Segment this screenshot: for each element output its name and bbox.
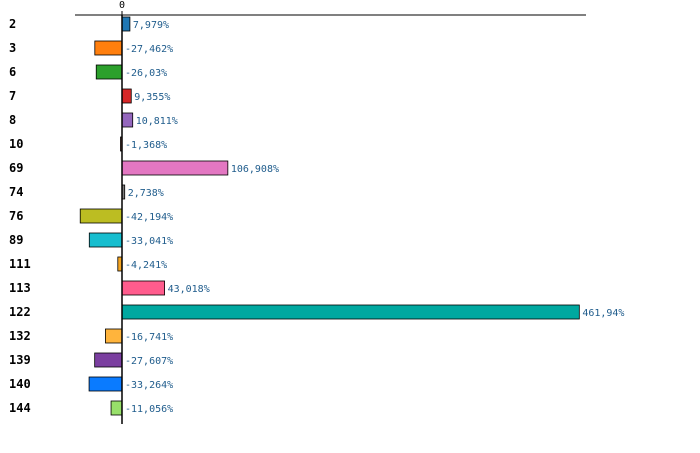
data-label: -4,241% <box>125 260 167 271</box>
bar <box>121 280 165 296</box>
bar <box>95 64 123 80</box>
bar <box>88 232 123 248</box>
data-label: 461,94% <box>582 308 624 319</box>
category-label: 122 <box>9 305 31 319</box>
data-label: -11,056% <box>125 404 173 415</box>
data-label: -1,368% <box>125 140 167 151</box>
category-label: 113 <box>9 281 31 295</box>
data-label: 7,979% <box>133 20 169 31</box>
category-label: 69 <box>9 161 23 175</box>
bar <box>88 376 123 392</box>
data-label: 10,811% <box>136 116 178 127</box>
data-label: -42,194% <box>125 212 173 223</box>
data-label: -33,264% <box>125 380 173 391</box>
bar <box>121 160 229 176</box>
bar <box>94 352 123 368</box>
category-label: 89 <box>9 233 23 247</box>
data-label: -16,741% <box>125 332 173 343</box>
plot-area: 0 2 7,979% 3 -27,462% 6 -26,03% 7 9,355% 8 10,811%… <box>9 0 624 424</box>
bar <box>110 400 123 416</box>
bar <box>105 328 123 344</box>
data-label: -33,041% <box>125 236 173 247</box>
category-label: 144 <box>9 401 31 415</box>
category-label: 6 <box>9 65 16 79</box>
category-label: 7 <box>9 89 16 103</box>
bar <box>121 304 580 320</box>
data-label: 43,018% <box>168 284 210 295</box>
data-label: -26,03% <box>125 68 167 79</box>
category-label: 132 <box>9 329 31 343</box>
bar <box>121 112 134 128</box>
data-label: 2,738% <box>128 188 164 199</box>
category-label: 111 <box>9 257 31 271</box>
bar <box>121 88 132 104</box>
data-label: 9,355% <box>134 92 170 103</box>
data-label: 106,908% <box>231 164 279 175</box>
category-label: 10 <box>9 137 23 151</box>
category-label: 140 <box>9 377 31 391</box>
category-label: 139 <box>9 353 31 367</box>
bar <box>121 16 131 32</box>
data-label: -27,607% <box>125 356 173 367</box>
category-label: 74 <box>9 185 23 199</box>
bar <box>79 208 123 224</box>
category-label: 3 <box>9 41 16 55</box>
category-label: 76 <box>9 209 23 223</box>
category-label: 2 <box>9 17 16 31</box>
x-tick-label: 0 <box>119 0 125 11</box>
data-label: -27,462% <box>125 44 173 55</box>
category-label: 8 <box>9 113 16 127</box>
bar <box>94 40 123 56</box>
